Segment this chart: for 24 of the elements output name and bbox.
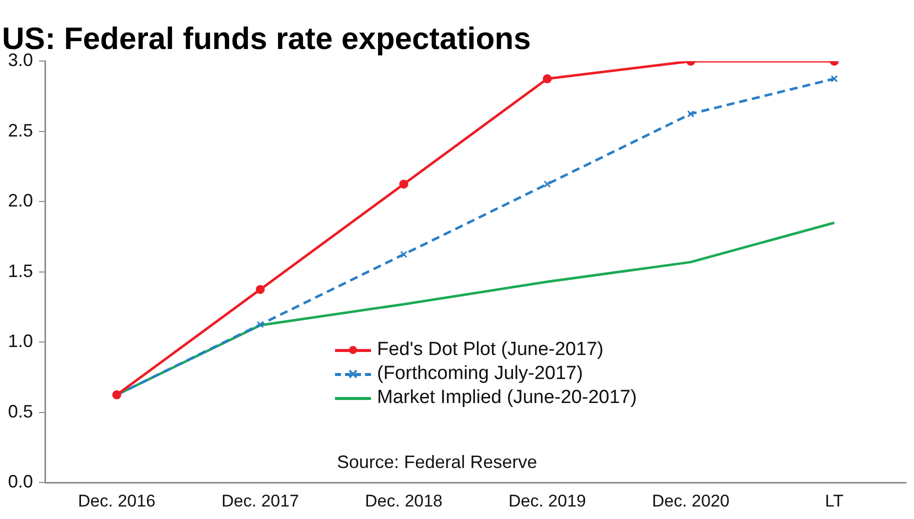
legend-label: Fed's Dot Plot (June-2017) [377,339,604,361]
y-tick-label: 1.5 [8,260,34,281]
point [544,180,551,188]
legend-label: (Forthcoming July-2017) [377,363,583,385]
point [687,110,694,118]
y-tick-label: 1.0 [8,331,34,352]
point [400,250,408,258]
legend-label: Market Implied (June-20-2017) [377,387,637,409]
x-tick-label: LT [824,491,844,510]
annotation: Source: Federal Reserve [337,452,538,473]
x-tick-label: Dec. 2018 [365,491,443,510]
point [542,74,552,84]
point [256,320,264,328]
point [256,284,265,294]
x-tick-label: Dec. 2017 [222,491,300,510]
y-tick-label: 2.0 [8,190,34,211]
x-tick-label: Dec. 2020 [652,491,730,510]
y-tick-label: 0.0 [8,472,34,492]
y-tick-label: 0.5 [8,401,34,422]
x-tick-label: Dec. 2019 [508,491,586,510]
point [830,75,838,82]
y-tick-label: 2.5 [8,120,34,140]
point [399,180,408,189]
x-tick-label: Dec. 2016 [78,491,156,510]
